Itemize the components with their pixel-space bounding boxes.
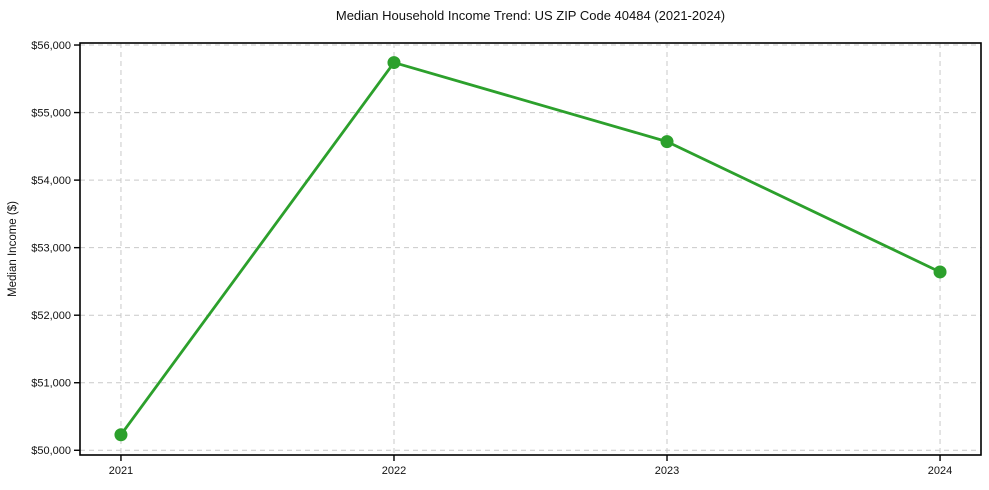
y-tick-label: $54,000: [31, 175, 71, 187]
x-tick-label: 2024: [928, 465, 952, 477]
y-tick-label: $51,000: [31, 378, 71, 390]
y-tick-label: $53,000: [31, 242, 71, 254]
data-point-marker: [387, 56, 401, 70]
y-tick-label: $55,000: [31, 107, 71, 119]
line-series: [119, 61, 942, 437]
y-tick-label: $50,000: [31, 445, 71, 457]
axes-frame: [79, 42, 982, 456]
y-tick-label: $52,000: [31, 310, 71, 322]
data-point-marker: [933, 265, 947, 279]
data-point-marker: [114, 428, 128, 442]
x-tick-label: 2022: [382, 465, 406, 477]
x-tick-label: 2021: [109, 465, 133, 477]
chart-title: Median Household Income Trend: US ZIP Co…: [335, 8, 726, 23]
x-tick-label: 2023: [655, 465, 679, 477]
y-tick-label: $56,000: [31, 40, 71, 52]
data-point-marker: [660, 135, 674, 149]
